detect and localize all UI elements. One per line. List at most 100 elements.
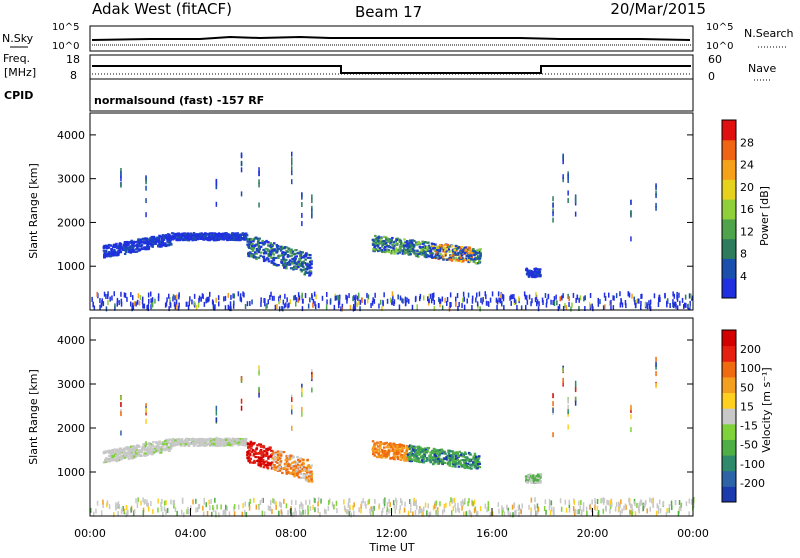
power-cell	[280, 261, 283, 263]
velocity-cell	[377, 453, 380, 455]
ground-scatter-cell	[518, 296, 520, 301]
ground-scatter-cell	[490, 298, 492, 303]
power-cell	[203, 239, 206, 241]
ground-scatter-cell	[566, 305, 568, 310]
ground-scatter-cell	[464, 297, 466, 302]
velocity-cell	[158, 447, 161, 449]
colorbar-tick-label: 8	[740, 248, 747, 261]
ground-scatter-cell	[651, 498, 653, 503]
velocity-cell	[379, 451, 382, 453]
ground-scatter-cell	[679, 301, 681, 306]
velocity-cell	[413, 459, 416, 461]
power-cell	[258, 246, 261, 248]
velocity-cell	[311, 473, 314, 475]
power-cell	[403, 238, 406, 240]
velocity-cell	[283, 467, 286, 469]
power-cell	[464, 252, 467, 254]
ground-scatter-cell	[675, 500, 677, 505]
ground-scatter-cell	[281, 509, 283, 514]
ground-scatter-cell	[659, 500, 661, 505]
ground-scatter-cell	[249, 506, 251, 511]
velocity-cell	[469, 453, 472, 455]
sparse-cell	[567, 425, 569, 430]
ground-scatter-cell	[590, 293, 592, 298]
velocity-cell	[298, 476, 301, 478]
power-cell	[379, 250, 382, 252]
nsky-trace	[92, 37, 690, 40]
velocity-cell	[155, 450, 158, 452]
velocity-cell	[224, 441, 227, 443]
power-cell	[380, 242, 383, 244]
velocity-cell	[532, 477, 535, 479]
power-cell	[310, 272, 313, 274]
velocity-cell	[417, 448, 420, 450]
velocity-cell	[263, 463, 266, 465]
velocity-cell	[107, 451, 110, 453]
power-cell	[131, 251, 134, 253]
ground-scatter-cell	[207, 511, 209, 516]
ground-scatter-cell	[370, 303, 372, 308]
power-cell	[407, 245, 410, 247]
x-tick-label: 16:00	[476, 527, 508, 540]
velocity-cell	[417, 457, 420, 459]
velocity-cell	[457, 455, 460, 457]
velocity-cell	[464, 459, 467, 461]
power-cell	[197, 238, 200, 240]
ground-scatter-cell	[555, 295, 557, 300]
sparse-cell	[241, 376, 243, 381]
ground-scatter-cell	[442, 297, 444, 302]
ground-scatter-cell	[195, 508, 197, 513]
ground-scatter-cell	[374, 293, 376, 298]
sparse-cell	[120, 171, 122, 176]
ground-scatter-cell	[198, 298, 200, 303]
sparse-cell	[567, 198, 569, 203]
ground-scatter-cell	[173, 294, 175, 299]
ground-scatter-cell	[281, 502, 283, 507]
ground-scatter-cell	[480, 298, 482, 303]
ground-scatter-cell	[598, 302, 600, 307]
power-cell	[124, 253, 127, 255]
power-cell	[395, 250, 398, 252]
power-cell	[461, 246, 464, 248]
velocity-cell	[392, 446, 395, 448]
ground-scatter-cell	[449, 307, 451, 312]
ground-scatter-cell	[269, 295, 271, 300]
velocity-cell	[216, 442, 219, 444]
ground-scatter-cell	[294, 508, 296, 513]
velocity-cell	[404, 457, 407, 459]
sparse-cell	[552, 218, 554, 223]
velocity-cell	[274, 469, 277, 471]
power-cell	[133, 242, 136, 244]
sparse-cell	[311, 388, 313, 393]
ground-scatter-cell	[349, 511, 351, 516]
velocity-cell	[305, 470, 308, 472]
velocity-cell	[291, 465, 294, 467]
ground-scatter-cell	[399, 305, 401, 310]
velocity-cell	[302, 459, 305, 461]
velocity-cell	[423, 452, 426, 454]
ground-scatter-cell	[529, 295, 531, 300]
velocity-cell	[198, 445, 201, 447]
power-cell	[208, 239, 211, 241]
ground-scatter-cell	[580, 295, 582, 300]
power-cell	[109, 252, 112, 254]
ground-scatter-cell	[334, 305, 336, 310]
velocity-cell	[255, 452, 258, 454]
ground-scatter-cell	[365, 504, 367, 509]
beam-title: Beam 17	[355, 3, 422, 21]
velocity-cell	[105, 457, 108, 459]
ground-scatter-cell	[382, 301, 384, 306]
ground-scatter-cell	[274, 499, 276, 504]
sparse-cell	[216, 181, 218, 186]
ground-scatter-cell	[631, 504, 633, 509]
velocity-cell	[527, 477, 530, 479]
power-cell	[177, 236, 180, 238]
ground-scatter-cell	[199, 504, 201, 509]
ground-scatter-cell	[574, 500, 576, 505]
power-cell	[413, 240, 416, 242]
velocity-cell	[410, 450, 413, 452]
ground-scatter-cell	[268, 299, 270, 304]
power-cell	[250, 238, 253, 240]
sparse-cell	[301, 392, 303, 397]
power-cell	[529, 270, 532, 272]
